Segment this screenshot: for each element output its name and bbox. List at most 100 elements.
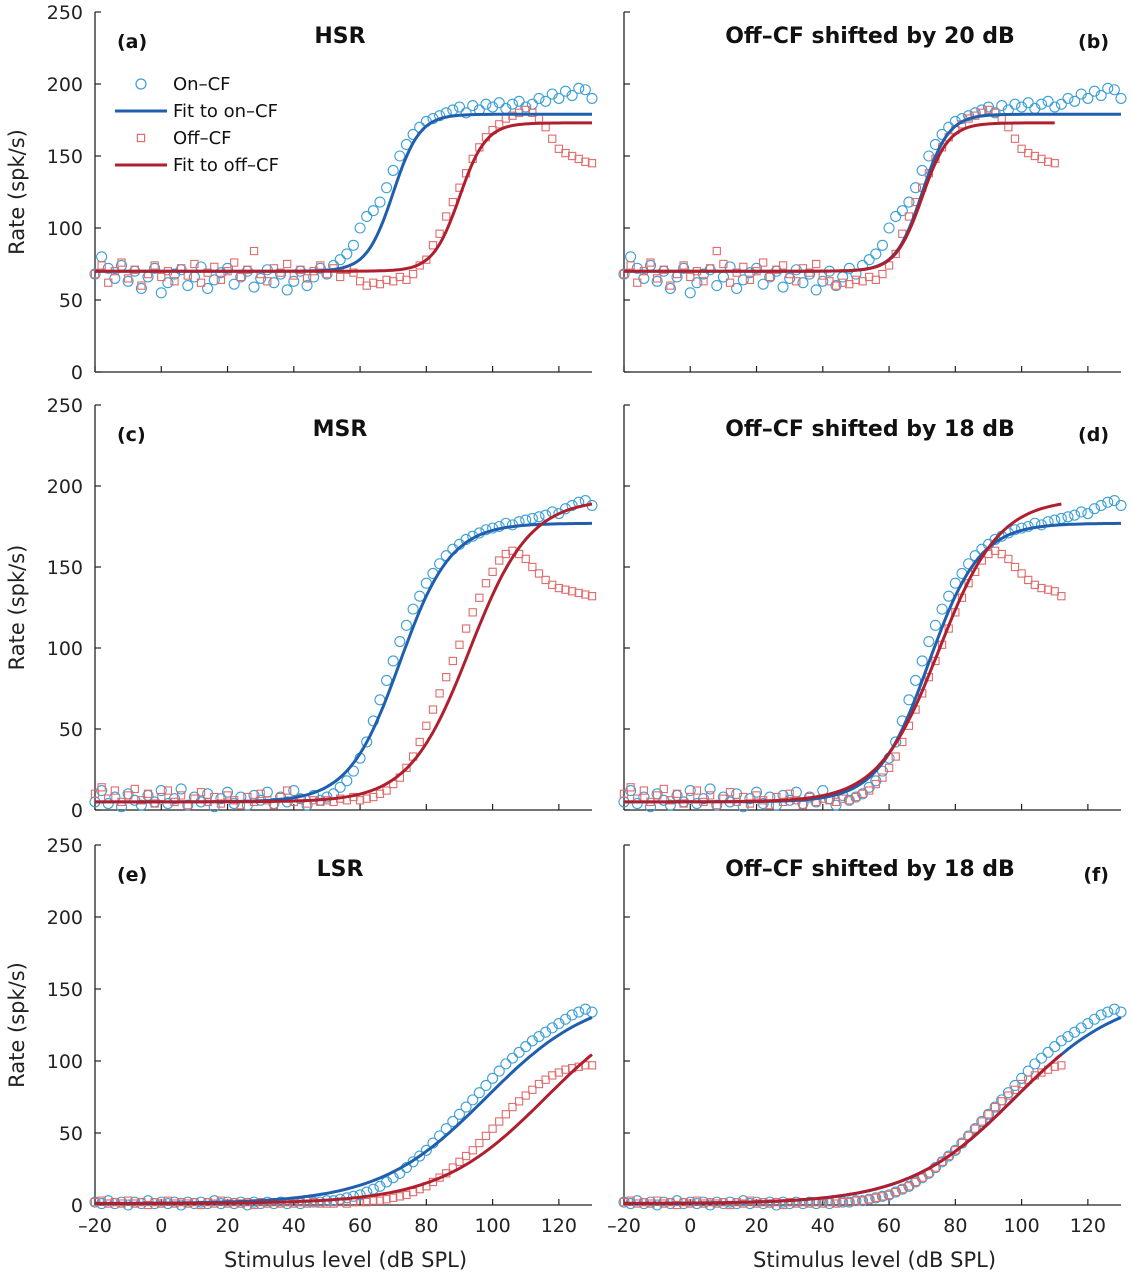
- on-cf-point: [341, 775, 353, 787]
- off-cf-point: [223, 791, 232, 800]
- on-cf-point: [870, 1192, 882, 1204]
- off-cf-point: [765, 272, 774, 282]
- legend-label-off-cf: Off–CF: [173, 128, 232, 149]
- on-cf-point: [354, 222, 366, 234]
- off-cf-point: [666, 281, 675, 290]
- off-cf-point: [442, 673, 451, 682]
- off-cf-point: [150, 799, 159, 808]
- on-cf-point: [221, 786, 234, 798]
- on-cf-point: [566, 1009, 578, 1021]
- on-cf-point: [367, 205, 379, 217]
- off-cf-point: [878, 773, 887, 782]
- on-cf-point: [1095, 89, 1107, 102]
- on-cf-point: [631, 262, 643, 274]
- y-tick-label: 100: [47, 218, 83, 240]
- on-cf-point: [228, 797, 240, 810]
- on-cf-point: [876, 1190, 888, 1202]
- off-cf-points: [619, 105, 1059, 290]
- legend-label-on-cf: On–CF: [173, 74, 231, 95]
- off-cf-point: [137, 281, 146, 290]
- on-cf-points: [618, 495, 1127, 813]
- off-cf-point: [944, 1151, 953, 1161]
- panel-tag: (b): [1078, 31, 1109, 53]
- y-tick-label: 50: [59, 290, 83, 312]
- on-cf-point: [943, 1150, 955, 1162]
- y-tick-label: 50: [59, 719, 83, 741]
- off-cf-point: [619, 789, 629, 798]
- on-cf-point: [1102, 82, 1114, 94]
- off-cf-point: [831, 281, 841, 290]
- on-cf-point: [149, 262, 161, 274]
- off-cf-point: [672, 1200, 682, 1210]
- on-cf-point: [1102, 1006, 1114, 1018]
- off-cf-point: [428, 241, 438, 250]
- off-cf-point: [137, 796, 146, 805]
- y-tick-label: 50: [59, 1123, 83, 1145]
- on-cf-point: [407, 603, 419, 615]
- on-cf-point: [890, 210, 902, 223]
- on-cf-point: [407, 1156, 419, 1168]
- off-cf-point: [574, 588, 583, 598]
- off-cf-point: [196, 278, 206, 287]
- off-cf-point: [884, 1190, 894, 1200]
- panel-f: –20 0 20 40 60 80 100 120 (f) Off–CF shifted by 1…: [607, 844, 1127, 1237]
- off-cf-point: [878, 1192, 887, 1201]
- on-cf-point: [341, 248, 353, 260]
- off-cf-point: [196, 788, 206, 797]
- on-cf-point: [447, 1115, 459, 1128]
- on-cf-point: [1095, 1009, 1107, 1021]
- off-cf-point: [759, 258, 768, 267]
- on-cf-point: [936, 603, 948, 615]
- off-cf-point: [442, 212, 451, 221]
- on-cf-point: [579, 84, 591, 96]
- y-tick-label: 200: [47, 907, 83, 929]
- on-cf-point: [453, 101, 466, 113]
- off-cf-point: [541, 1075, 550, 1084]
- off-cf-point: [150, 261, 159, 270]
- on-cf-point: [162, 277, 174, 289]
- off-cf-point: [1050, 159, 1059, 168]
- off-cf-point: [123, 791, 133, 800]
- off-cf-point: [123, 274, 133, 283]
- x-tick-label: 60: [348, 1215, 372, 1237]
- off-cf-point: [97, 261, 106, 270]
- on-cf-point: [394, 150, 406, 162]
- on-cf-point: [202, 282, 214, 295]
- off-cf-point: [382, 786, 391, 795]
- on-cf-point: [757, 278, 769, 290]
- on-cf-point: [420, 1144, 432, 1156]
- off-cf-point: [818, 1199, 827, 1208]
- on-cf-point: [1029, 1058, 1041, 1070]
- on-cf-point: [863, 254, 875, 266]
- off-cf-point: [752, 1199, 761, 1208]
- on-cf-point: [704, 1199, 716, 1211]
- off-cf-point: [369, 278, 378, 287]
- on-cf-point: [182, 799, 194, 811]
- off-cf-point: [130, 784, 139, 794]
- panel-title: HSR: [314, 24, 365, 49]
- on-cf-point: [400, 619, 413, 631]
- off-cf-point: [481, 579, 491, 588]
- off-cf-point: [884, 763, 894, 773]
- on-cf-point: [1016, 1072, 1028, 1084]
- x-axis-label: Stimulus level (dB SPL): [753, 1248, 996, 1272]
- on-cf-point: [381, 674, 393, 686]
- off-cf-point: [587, 592, 597, 601]
- on-cf-point: [520, 101, 532, 113]
- off-cf-point: [997, 549, 1006, 559]
- y-axis-label: Rate (spk/s): [5, 545, 29, 671]
- on-cf-point: [731, 282, 743, 295]
- on-cf-point: [711, 799, 723, 811]
- y-tick-label: 150: [47, 146, 83, 168]
- on-cf-point: [453, 1108, 466, 1120]
- off-cf-point: [574, 154, 583, 164]
- on-cf-point: [208, 274, 220, 286]
- off-cf-point: [230, 258, 239, 267]
- off-cf-point: [369, 1196, 378, 1205]
- on-cf-point: [268, 277, 280, 289]
- off-cf-point: [402, 275, 411, 284]
- off-cf-point: [652, 274, 662, 283]
- on-cf-point: [1035, 1052, 1048, 1064]
- off-cf-point: [488, 1124, 497, 1133]
